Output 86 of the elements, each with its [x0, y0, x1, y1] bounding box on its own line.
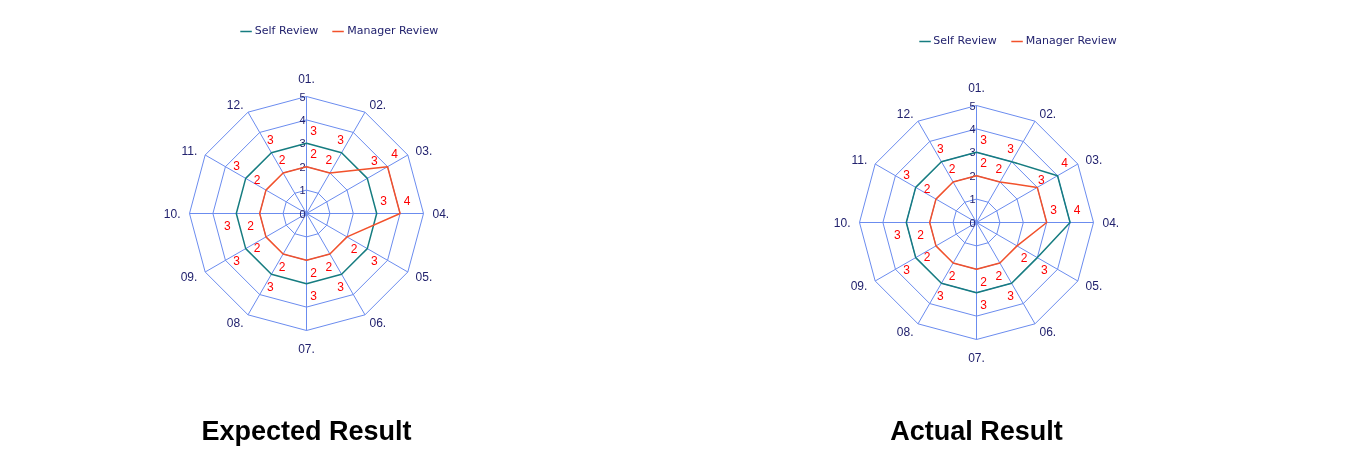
data-label: 3 [233, 254, 241, 269]
data-label: 2 [278, 153, 286, 168]
legend-label: Manager Review [347, 24, 439, 37]
y-tick-label: 5 [299, 90, 306, 103]
data-label: 2 [350, 242, 358, 257]
data-label: 2 [995, 268, 1003, 283]
data-label: 3 [903, 167, 911, 182]
spoke-label: 02. [369, 97, 387, 112]
data-label: 3 [267, 133, 275, 148]
legend-label: Self Review [254, 24, 319, 37]
spoke-label: 04. [1102, 216, 1120, 230]
y-tick-label: 4 [969, 122, 976, 135]
y-tick-label: 0 [299, 207, 306, 220]
spoke-label: 11. [181, 144, 198, 158]
data-label: 3 [310, 289, 318, 304]
data-label: 2 [310, 147, 318, 162]
data-label: 3 [937, 288, 945, 303]
data-label: 4 [391, 147, 399, 162]
text: Expected Result [201, 415, 412, 446]
data-label: 2 [917, 228, 925, 242]
data-label: 3 [1007, 142, 1015, 157]
spoke-label: 09. [180, 270, 198, 284]
spoke-label: 06. [369, 316, 387, 331]
data-label: 2 [948, 162, 956, 177]
text: Actual Result [890, 415, 1063, 446]
data-label: 3 [337, 133, 345, 148]
spoke-label: 04. [432, 207, 450, 221]
data-label: 3 [937, 142, 945, 157]
data-label: 3 [1040, 263, 1048, 278]
spoke-label: 11. [851, 153, 868, 167]
spoke-label: 07. [968, 351, 985, 365]
legend-label: Manager Review [1025, 34, 1117, 47]
spoke-label: 10. [833, 216, 851, 230]
data-label: 3 [893, 228, 901, 242]
spoke-label: 05. [415, 270, 433, 284]
legend-label: Self Review [933, 34, 997, 47]
spoke-label: 09. [850, 279, 868, 293]
y-tick-label: 5 [969, 99, 976, 112]
data-label: 3 [267, 279, 275, 294]
data-label: 3 [1007, 288, 1015, 303]
y-tick-label: 0 [969, 216, 976, 229]
y-tick-label: 1 [299, 184, 306, 197]
spoke-label: 01. [298, 72, 315, 86]
spoke-label: 08. [226, 316, 244, 331]
data-label: 3 [370, 254, 378, 269]
data-label: 2 [1020, 251, 1028, 266]
data-label: 3 [380, 194, 388, 208]
spoke-label: 07. [298, 342, 315, 356]
data-label: 3 [1050, 203, 1058, 217]
spoke-label: 01. [968, 81, 985, 95]
data-label: 2 [310, 265, 318, 280]
data-label: 2 [995, 162, 1003, 177]
data-label: 2 [253, 172, 261, 187]
spoke-label: 08. [896, 325, 914, 340]
data-label: 3 [1037, 172, 1045, 187]
data-label: 3 [370, 153, 378, 168]
spoke-label: 12. [226, 97, 244, 112]
data-label: 2 [247, 219, 255, 233]
data-label: 3 [980, 132, 988, 147]
data-label: 2 [278, 259, 286, 274]
data-label: 3 [980, 298, 988, 313]
spoke-label: 03. [415, 144, 433, 158]
data-label: 3 [223, 219, 231, 233]
spoke-label: 03. [1085, 153, 1103, 167]
data-label: 4 [1073, 203, 1081, 217]
data-label: 2 [980, 156, 988, 171]
data-label: 2 [325, 259, 333, 274]
y-tick-label: 1 [969, 193, 976, 206]
data-label: 4 [1061, 156, 1069, 171]
data-label: 3 [233, 158, 241, 173]
data-label: 2 [948, 268, 956, 283]
data-label: 3 [337, 279, 345, 294]
spoke-label: 10. [163, 207, 181, 221]
data-label: 4 [403, 194, 411, 208]
data-label: 2 [980, 274, 988, 289]
spoke-label: 12. [896, 106, 914, 121]
data-label: 2 [253, 241, 261, 256]
data-label: 3 [310, 123, 318, 138]
spoke-label: 06. [1039, 325, 1057, 340]
data-label: 2 [325, 153, 333, 168]
spoke-label: 02. [1039, 106, 1057, 121]
data-label: 2 [923, 181, 931, 196]
y-tick-label: 4 [299, 113, 306, 126]
data-label: 3 [903, 263, 911, 278]
data-label: 2 [923, 250, 931, 265]
spoke-label: 05. [1085, 279, 1103, 293]
